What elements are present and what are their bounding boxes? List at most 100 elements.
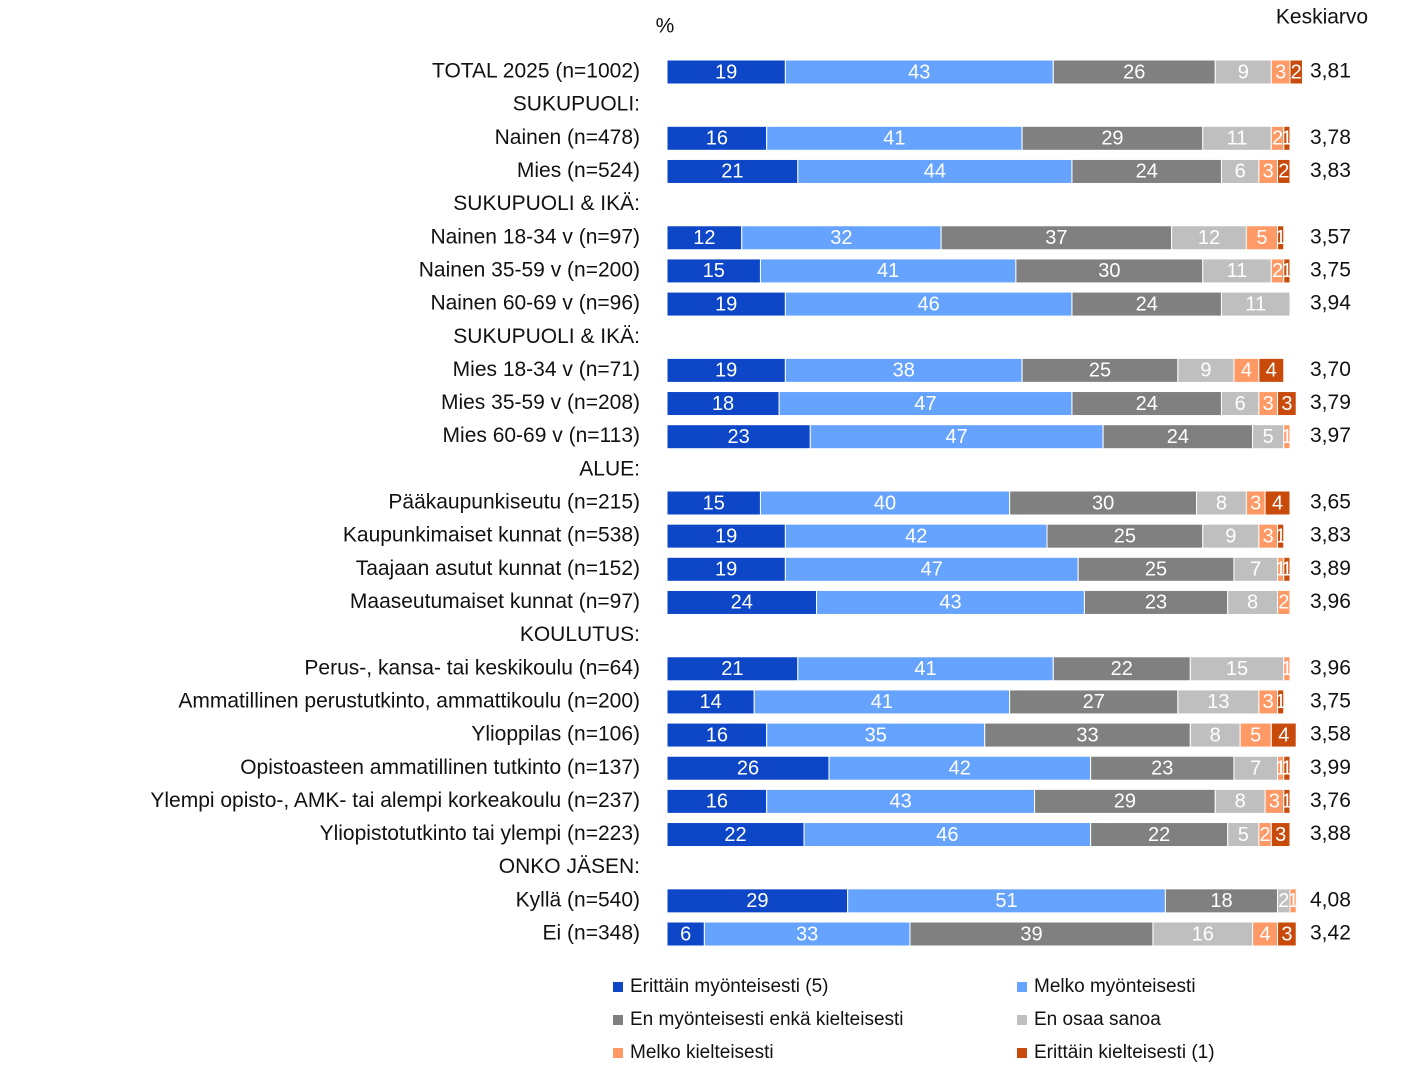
data-label: 9 — [1238, 61, 1249, 83]
segment-label-clip: 5 — [1250, 724, 1261, 746]
segment-label-clip: 16 — [706, 791, 728, 813]
data-label: 8 — [1247, 592, 1258, 614]
segment-label-clip: 30 — [1098, 260, 1120, 282]
data-label: 39 — [1020, 923, 1042, 945]
data-label: 32 — [830, 227, 852, 249]
data-label: 29 — [746, 890, 768, 912]
category-label: Mies (n=524) — [517, 159, 640, 182]
segment-label-clip: 14 — [699, 691, 721, 713]
segment-label-clip: 35 — [865, 724, 887, 746]
data-label: 1 — [1281, 559, 1292, 581]
segment-label-clip: 8 — [1216, 492, 1227, 514]
data-label: 24 — [1136, 393, 1158, 415]
legend-swatch — [1017, 1048, 1027, 1058]
data-label: 46 — [936, 824, 958, 846]
data-label: 1 — [1281, 658, 1292, 680]
segment-label-clip: 4 — [1278, 724, 1289, 746]
bar-segment — [1283, 125, 1291, 151]
segment-label-clip: 15 — [703, 492, 725, 514]
mean-value: 3,79 — [1310, 391, 1351, 414]
segment-label-clip: 2 — [1278, 592, 1289, 614]
bar-segment — [666, 722, 768, 748]
category-label: Maaseutumaiset kunnat (n=97) — [350, 590, 640, 613]
category-label: Mies 35-59 v (n=208) — [441, 391, 640, 414]
segment-label-clip: 1 — [1288, 890, 1299, 912]
category-label: ALUE: — [579, 457, 640, 480]
legend-label: Erittäin kielteisesti (1) — [1034, 1042, 1215, 1063]
data-label: 8 — [1210, 724, 1221, 746]
data-label: 19 — [715, 61, 737, 83]
data-label: 1 — [1275, 559, 1286, 581]
category-label: Perus-, kansa- tai keskikoulu (n=64) — [304, 656, 640, 679]
segment-label-clip: 46 — [918, 293, 940, 315]
data-label: 27 — [1083, 691, 1105, 713]
data-label: 1 — [1288, 890, 1299, 912]
category-label: SUKUPUOLI & IKÄ: — [453, 192, 640, 215]
segment-label-clip: 15 — [703, 260, 725, 282]
data-label: 9 — [1225, 525, 1236, 547]
segment-label-clip: 19 — [715, 293, 737, 315]
segment-label-clip: 24 — [731, 592, 753, 614]
legend-swatch — [613, 1048, 623, 1058]
category-label: Opistoasteen ammatillinen tutkinto (n=13… — [240, 756, 640, 779]
mean-value: 3,76 — [1310, 789, 1351, 812]
data-label: 6 — [1235, 393, 1246, 415]
bar-segment — [1277, 391, 1297, 417]
segment-label-clip: 1 — [1275, 227, 1286, 249]
bar-segment — [1090, 822, 1229, 848]
category-label: Ylioppilas (n=106) — [471, 723, 640, 746]
data-label: 47 — [946, 426, 968, 448]
segment-label-clip: 1 — [1278, 758, 1284, 780]
data-label: 22 — [724, 824, 746, 846]
segment-label-clip: 30 — [1092, 492, 1114, 514]
data-label: 2 — [1278, 890, 1289, 912]
bar-segment — [666, 291, 786, 317]
segment-label-clip: 2 — [1291, 61, 1302, 83]
data-label: 19 — [715, 360, 737, 382]
bar-segment — [1202, 258, 1272, 284]
bar-segment — [666, 755, 830, 781]
bar-segment — [1258, 357, 1285, 383]
mean-value: 3,94 — [1310, 292, 1351, 315]
bar-segment — [666, 158, 799, 184]
segment-label-clip: 41 — [871, 691, 893, 713]
bar-segment — [1164, 888, 1279, 914]
segment-label-clip: 16 — [706, 128, 728, 150]
data-label: 21 — [721, 658, 743, 680]
mean-value: 4,08 — [1310, 888, 1351, 911]
segment-label-clip: 9 — [1238, 61, 1249, 83]
data-label: 37 — [1045, 227, 1067, 249]
segment-label-clip: 1 — [1278, 525, 1284, 547]
data-label: 6 — [1235, 161, 1246, 183]
bar-segment — [1227, 822, 1260, 848]
segment-label-clip: 3 — [1263, 161, 1274, 183]
bar-segment — [666, 59, 786, 85]
data-label: 1 — [1281, 758, 1292, 780]
segment-label-clip: 3 — [1269, 791, 1280, 813]
data-label: 1 — [1275, 227, 1286, 249]
mean-value: 3,99 — [1310, 756, 1351, 779]
data-label: 3 — [1263, 161, 1274, 183]
bar-segment — [1046, 523, 1204, 549]
bar-segment — [1270, 722, 1297, 748]
segment-label-clip: 43 — [908, 61, 930, 83]
data-label: 16 — [1192, 923, 1214, 945]
segment-label-clip: 16 — [706, 724, 728, 746]
bar-segment — [1071, 391, 1222, 417]
data-label: 46 — [918, 293, 940, 315]
bar-segment — [1009, 689, 1179, 715]
segment-label-clip: 33 — [1076, 724, 1098, 746]
bar-segment — [1289, 59, 1303, 85]
segment-label-clip: 1 — [1281, 559, 1292, 581]
category-label: Yliopistotutkinto tai ylempi (n=223) — [320, 822, 640, 845]
data-label: 1 — [1281, 426, 1292, 448]
data-label: 15 — [1226, 658, 1248, 680]
data-label: 24 — [1136, 161, 1158, 183]
bar-segment — [784, 357, 1023, 383]
data-label: 4 — [1241, 360, 1252, 382]
segment-label-clip: 18 — [712, 393, 734, 415]
data-label: 4 — [1278, 724, 1289, 746]
bar-segment — [1196, 490, 1247, 516]
data-label: 1 — [1281, 128, 1292, 150]
segment-label-clip: 2 — [1260, 824, 1271, 846]
